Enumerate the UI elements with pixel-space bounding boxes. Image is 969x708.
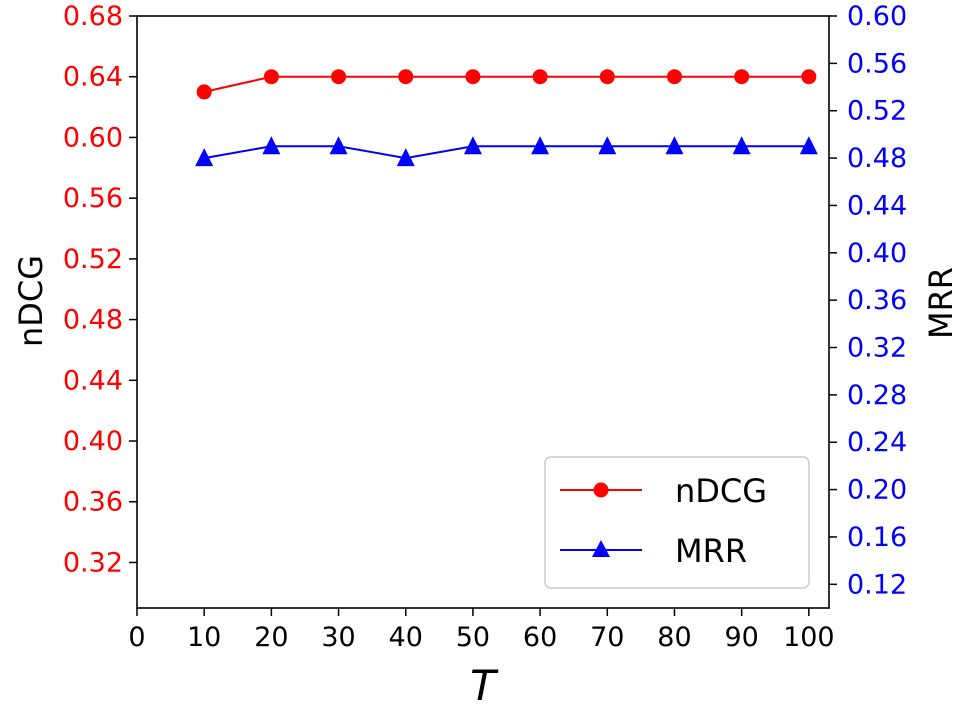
mrr-point <box>665 136 684 155</box>
x-tick-label: 10 <box>187 622 221 653</box>
x-tick-label: 40 <box>389 622 423 653</box>
series-layer <box>195 69 818 167</box>
left-axis-ticks: 0.32 0.36 0.40 0.44 0.48 0.52 0.56 0.60 0.64 0.68 <box>63 1 137 578</box>
mrr-point <box>598 136 617 155</box>
x-tick-label: 50 <box>456 622 490 653</box>
right-tick-label: 0.20 <box>847 475 907 506</box>
right-tick-label: 0.16 <box>847 522 907 553</box>
mrr-point <box>531 136 550 155</box>
mrr-point <box>799 136 818 155</box>
legend-ndcg-label: nDCG <box>675 472 767 510</box>
mrr-point <box>463 136 482 155</box>
left-tick-label: 0.44 <box>63 365 123 396</box>
legend-mrr-marker <box>592 540 610 557</box>
left-tick-label: 0.36 <box>63 487 123 518</box>
mrr-point <box>262 136 281 155</box>
right-tick-label: 0.24 <box>847 427 907 458</box>
left-tick-label: 0.52 <box>63 244 123 275</box>
ndcg-point <box>801 69 817 85</box>
right-tick-label: 0.32 <box>847 333 907 364</box>
ndcg-point <box>331 69 347 85</box>
x-tick-label: 30 <box>321 622 355 653</box>
x-tick-label: 70 <box>590 622 624 653</box>
right-tick-label: 0.60 <box>847 1 907 32</box>
ndcg-point <box>263 69 279 85</box>
right-tick-label: 0.56 <box>847 48 907 79</box>
right-tick-label: 0.48 <box>847 143 907 174</box>
mrr-point <box>329 136 348 155</box>
x-tick-label: 80 <box>657 622 691 653</box>
legend: nDCG MRR <box>544 456 810 589</box>
right-tick-label: 0.36 <box>847 285 907 316</box>
x-tick-label: 60 <box>523 622 557 653</box>
x-axis-ticks: 0 10 20 30 40 50 60 70 80 90 100 <box>128 608 835 653</box>
right-tick-label: 0.52 <box>847 96 907 127</box>
ndcg-point <box>398 69 414 85</box>
ndcg-point <box>734 69 750 85</box>
mrr-series-line <box>204 145 809 160</box>
right-tick-label: 0.44 <box>847 190 907 221</box>
left-tick-label: 0.32 <box>63 547 123 578</box>
mrr-point <box>396 148 415 167</box>
legend-ndcg-marker <box>593 482 609 498</box>
ndcg-series-line <box>203 75 809 93</box>
ndcg-point <box>465 69 481 85</box>
x-tick-label: 90 <box>724 622 758 653</box>
right-tick-label: 0.12 <box>847 569 907 600</box>
left-tick-label: 0.68 <box>63 1 123 32</box>
ndcg-point <box>532 69 548 85</box>
left-tick-label: 0.60 <box>63 122 123 153</box>
legend-mrr-label: MRR <box>675 532 747 570</box>
right-tick-label: 0.40 <box>847 238 907 269</box>
mrr-point <box>732 136 751 155</box>
left-tick-label: 0.56 <box>63 183 123 214</box>
x-axis-label: T <box>470 661 499 708</box>
plot-frame <box>136 15 830 609</box>
x-tick-label: 100 <box>783 622 835 653</box>
right-tick-label: 0.28 <box>847 380 907 411</box>
ndcg-point <box>666 69 682 85</box>
x-tick-label: 20 <box>254 622 288 653</box>
ndcg-point <box>196 84 212 100</box>
left-tick-label: 0.48 <box>63 305 123 336</box>
left-axis-label: nDCG <box>12 255 50 347</box>
x-tick-label: 0 <box>128 622 145 653</box>
left-tick-label: 0.64 <box>63 62 123 93</box>
ndcg-point <box>599 69 615 85</box>
right-axis-ticks: 0.12 0.16 0.20 0.24 0.28 0.32 0.36 0.40 0.44 0.48… <box>829 1 907 600</box>
left-tick-label: 0.40 <box>63 426 123 457</box>
right-axis-label: MRR <box>922 267 960 339</box>
mrr-point <box>195 148 214 167</box>
